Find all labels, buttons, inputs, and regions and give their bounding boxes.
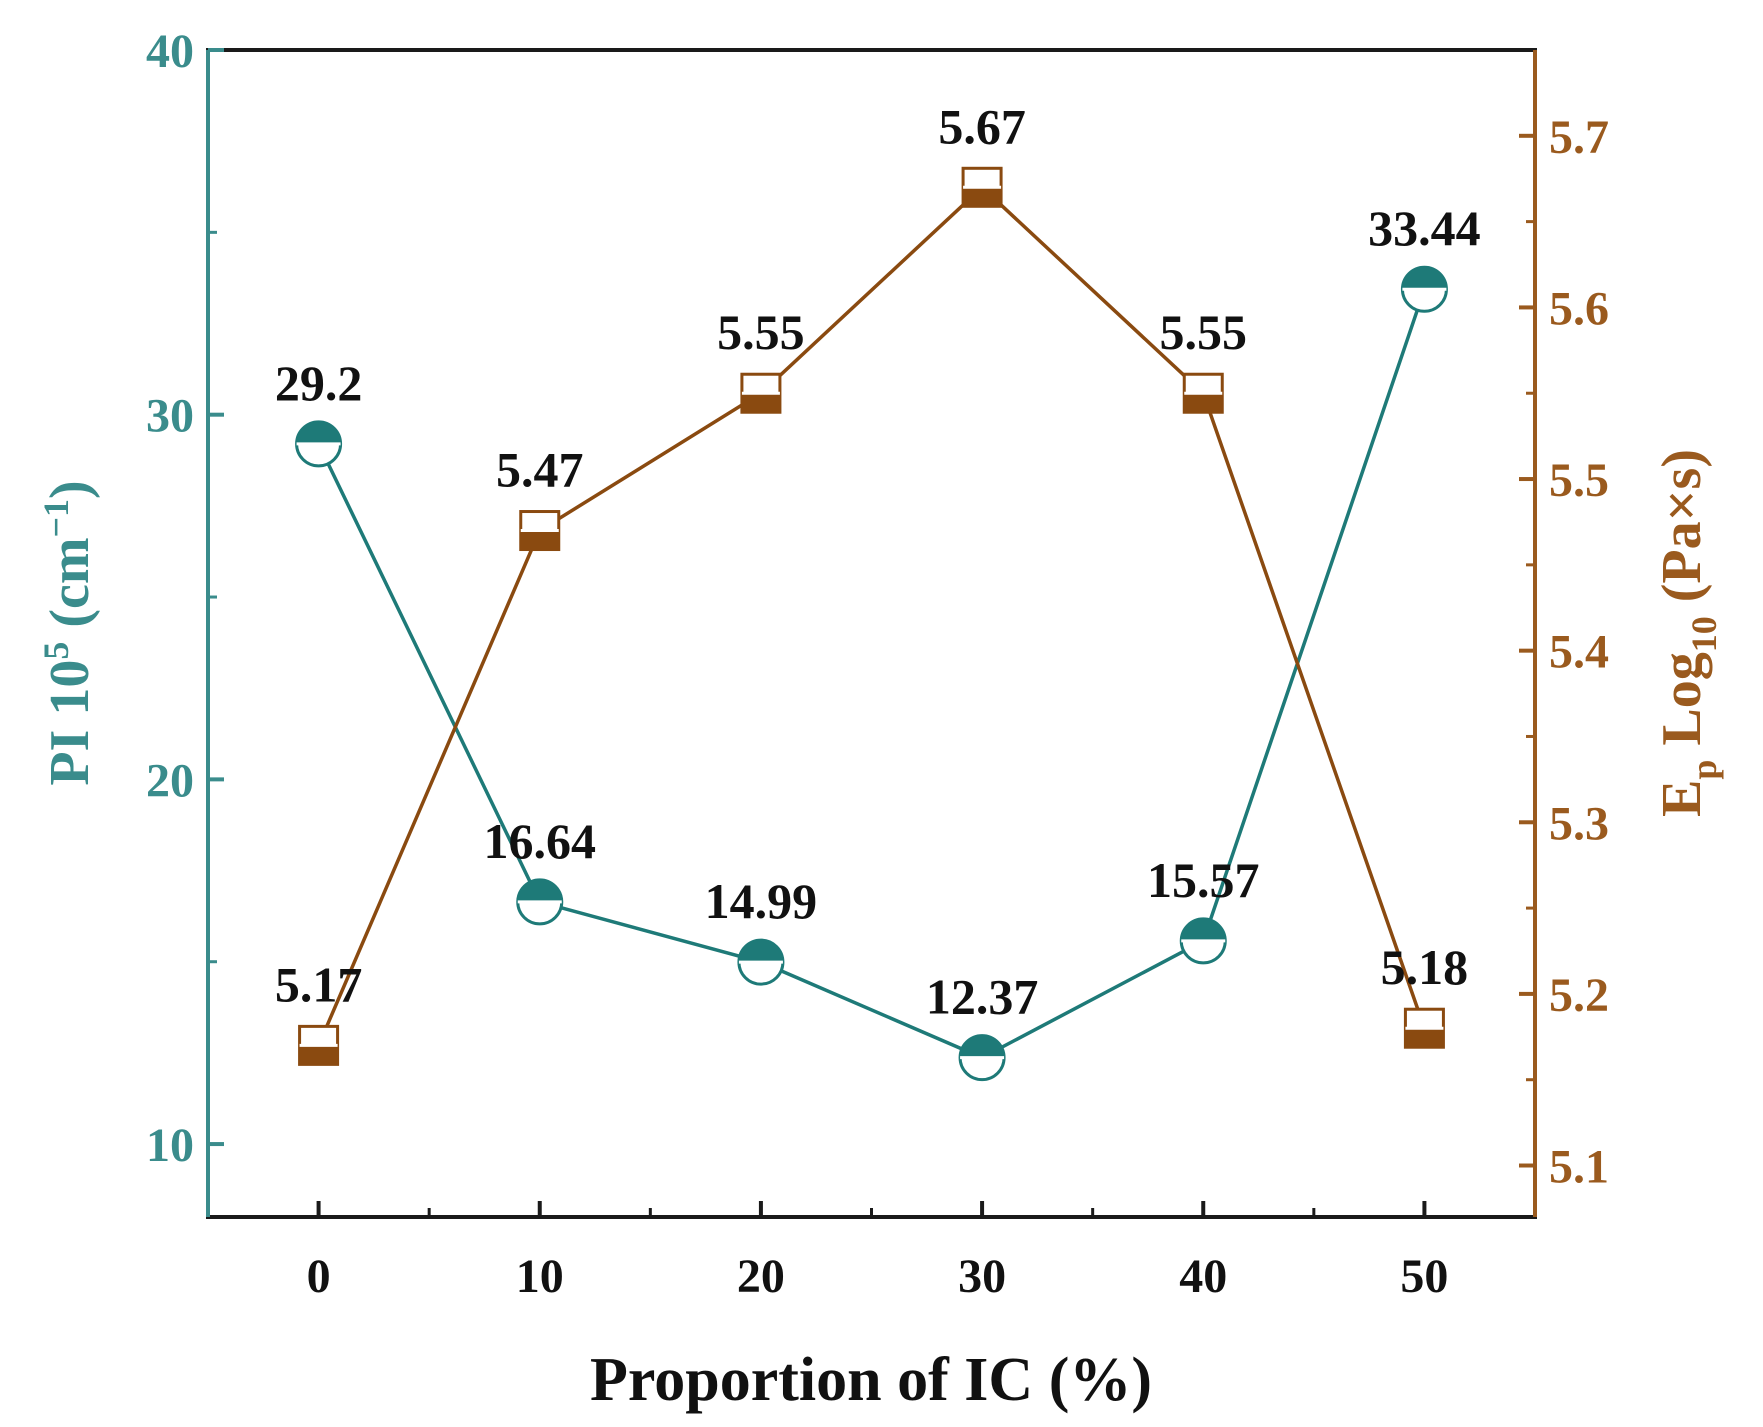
- left-axis-title-main: PI 10: [39, 660, 101, 786]
- data-point-PI: [295, 420, 343, 468]
- data-label-PI: 16.64: [484, 813, 597, 869]
- data-label-Ep: 5.17: [275, 956, 363, 1012]
- data-label-PI: 15.57: [1147, 852, 1260, 908]
- right-y-axis: 5.1 5.2 5.3 5.4 5.5 5.6 5.7: [1519, 111, 1609, 1194]
- left-tick-label: 20: [146, 754, 194, 807]
- left-axis-title: PI 105 (cm−1): [36, 480, 101, 785]
- data-point-Ep: [1403, 1007, 1445, 1049]
- data-point-Ep: [298, 1024, 340, 1066]
- x-tick-label: 30: [958, 1250, 1006, 1303]
- right-tick-label: 5.1: [1549, 1141, 1609, 1194]
- data-label-PI: 12.37: [926, 969, 1039, 1025]
- data-point-PI: [516, 878, 564, 926]
- right-tick-label: 5.5: [1549, 454, 1609, 507]
- right-tick-label: 5.3: [1549, 797, 1609, 850]
- right-tick-label: 5.4: [1549, 626, 1609, 679]
- data-label-Ep: 5.67: [938, 98, 1026, 154]
- left-tick-label: 10: [146, 1119, 194, 1172]
- left-axis-title-unit-sup: −1: [36, 499, 76, 538]
- data-point-Ep: [519, 510, 561, 552]
- left-tick-label: 40: [146, 25, 194, 78]
- left-tick-label: 30: [146, 390, 194, 443]
- data-label-Ep: 5.18: [1381, 939, 1469, 995]
- x-tick-label: 10: [516, 1250, 564, 1303]
- x-tick-label: 0: [307, 1250, 331, 1303]
- left-axis-title-sup: 5: [36, 642, 76, 660]
- left-axis-title-unit-close: ): [39, 480, 101, 499]
- data-labels-layer: 29.2 16.64 14.99 12.37 15.57 33.44 5.17 5.47 5.5…: [275, 98, 1481, 1024]
- data-label-Ep: 5.55: [1160, 304, 1248, 360]
- right-axis-title-mid: Log: [1651, 652, 1713, 759]
- right-tick-label: 5.7: [1549, 111, 1609, 164]
- data-point-PI: [958, 1034, 1006, 1082]
- x-tick-label: 20: [737, 1250, 785, 1303]
- x-axis-title: Proportion of IC (%): [590, 1346, 1152, 1414]
- x-tick-label: 40: [1179, 1250, 1227, 1303]
- data-label-Ep: 5.55: [717, 304, 805, 360]
- data-point-Ep: [1182, 372, 1224, 414]
- right-tick-label: 5.6: [1549, 282, 1609, 335]
- data-point-Ep: [740, 372, 782, 414]
- x-tick-label: 50: [1400, 1250, 1448, 1303]
- right-axis-title-sub: p: [1684, 760, 1724, 780]
- right-axis-title-main: E: [1651, 780, 1713, 817]
- data-point-Ep: [961, 166, 1003, 208]
- data-label-PI: 33.44: [1368, 200, 1481, 256]
- right-axis-title-sub2: 10: [1684, 616, 1724, 652]
- data-point-PI: [1400, 265, 1448, 313]
- x-axis: 0 10 20 30 40 50: [307, 1201, 1448, 1303]
- series-line-PI: [317, 288, 1427, 1060]
- right-axis-title-tail: (Pa×s): [1651, 449, 1713, 616]
- data-label-PI: 29.2: [275, 355, 363, 411]
- data-point-PI: [1179, 917, 1227, 965]
- right-axis-title: Ep Log10 (Pa×s): [1651, 449, 1724, 817]
- data-label-PI: 14.99: [705, 873, 818, 929]
- series-line-Ep: [316, 184, 1427, 1047]
- data-point-PI: [737, 938, 785, 986]
- right-tick-label: 5.2: [1549, 969, 1609, 1022]
- left-y-axis: 10 20 30 40: [146, 25, 224, 1172]
- series-layer: [295, 166, 1448, 1082]
- data-label-Ep: 5.47: [496, 442, 584, 498]
- left-axis-title-unit-open: (cm: [39, 538, 101, 642]
